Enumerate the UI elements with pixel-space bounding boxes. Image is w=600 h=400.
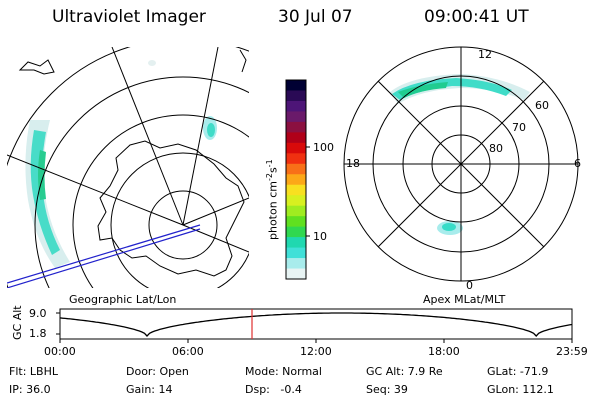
colorbar-band — [286, 100, 306, 113]
colorbar-band — [286, 142, 306, 154]
colorbar-band — [286, 80, 306, 92]
info-mode: Mode: Normal — [245, 365, 322, 378]
mlt-lines — [344, 47, 578, 281]
info-gain: Gain: 14 — [126, 383, 173, 396]
colorbar-band — [286, 268, 306, 280]
info-glat: GLat: -71.9 — [487, 365, 549, 378]
mlat-label-80: 80 — [489, 142, 503, 155]
antarctica-coastline — [97, 140, 245, 277]
date-label: 30 Jul 07 — [278, 7, 353, 27]
altitude-ylabel: GC Alt — [11, 305, 24, 340]
colorbar — [285, 79, 310, 280]
colorbar-band — [286, 132, 306, 144]
altitude-plot — [56, 308, 573, 343]
mlat-label-70: 70 — [512, 121, 526, 134]
info-door: Door: Open — [126, 365, 189, 378]
colorbar-band — [286, 205, 306, 217]
info-ip: IP: 36.0 — [9, 383, 51, 396]
colorbar-band — [286, 163, 306, 175]
altitude-ymin: 1.8 — [29, 327, 47, 340]
info-gc-alt: GC Alt: 7.9 Re — [366, 365, 443, 378]
meridians — [7, 47, 249, 253]
time-tick-1800: 18:00 — [428, 345, 460, 358]
colorbar-band — [286, 237, 306, 249]
colorbar-unit-label: photon cm-2s-1 — [265, 159, 280, 240]
colorbar-band — [286, 184, 306, 196]
time-tick-0000: 00:00 — [44, 345, 76, 358]
colorbar-tick-10: 10 — [313, 230, 327, 243]
info-dsp: Dsp: -0.4 — [245, 383, 302, 396]
mlt-label-0: 0 — [466, 279, 473, 292]
time-tick-0600: 06:00 — [172, 345, 204, 358]
colorbar-band — [286, 247, 306, 259]
altitude-curve — [59, 312, 573, 337]
x-ticks — [56, 312, 573, 343]
mlt-label-6: 6 — [574, 157, 581, 170]
time-tick-2359: 23:59 — [556, 345, 588, 358]
colorbar-band — [286, 153, 306, 165]
mlt-label-12: 12 — [478, 48, 492, 61]
colorbar-band — [286, 195, 306, 207]
aurora-emission-geo — [25, 60, 217, 268]
latitude-circles — [7, 47, 249, 288]
colorbar-band — [286, 216, 306, 228]
info-glon: GLon: 112.1 — [487, 383, 554, 396]
colorbar-band — [286, 258, 306, 270]
colorbar-band — [286, 226, 306, 238]
geographic-map — [7, 47, 249, 288]
aurora-emission-polar — [390, 74, 530, 235]
time-label: 09:00:41 UT — [424, 7, 529, 27]
info-flt: Flt: LBHL — [9, 365, 58, 378]
instrument-title: Ultraviolet Imager — [52, 7, 206, 27]
info-seq: Seq: 39 — [366, 383, 408, 396]
mlt-label-18: 18 — [346, 157, 360, 170]
colorbar-band — [286, 174, 306, 186]
coastline-fragment — [18, 59, 55, 75]
time-tick-1200: 12:00 — [300, 345, 332, 358]
orbit-track — [7, 224, 201, 288]
geographic-caption: Geographic Lat/Lon — [69, 293, 177, 306]
colorbar-tick-100: 100 — [313, 141, 334, 154]
colorbar-band — [286, 90, 306, 102]
colorbar-band — [286, 111, 306, 123]
mlat-label-60: 60 — [535, 99, 549, 112]
colorbar-band — [286, 121, 306, 133]
apex-caption: Apex MLat/MLT — [423, 293, 506, 306]
altitude-ymax: 9.0 — [29, 307, 47, 320]
polar-plot — [343, 46, 579, 282]
